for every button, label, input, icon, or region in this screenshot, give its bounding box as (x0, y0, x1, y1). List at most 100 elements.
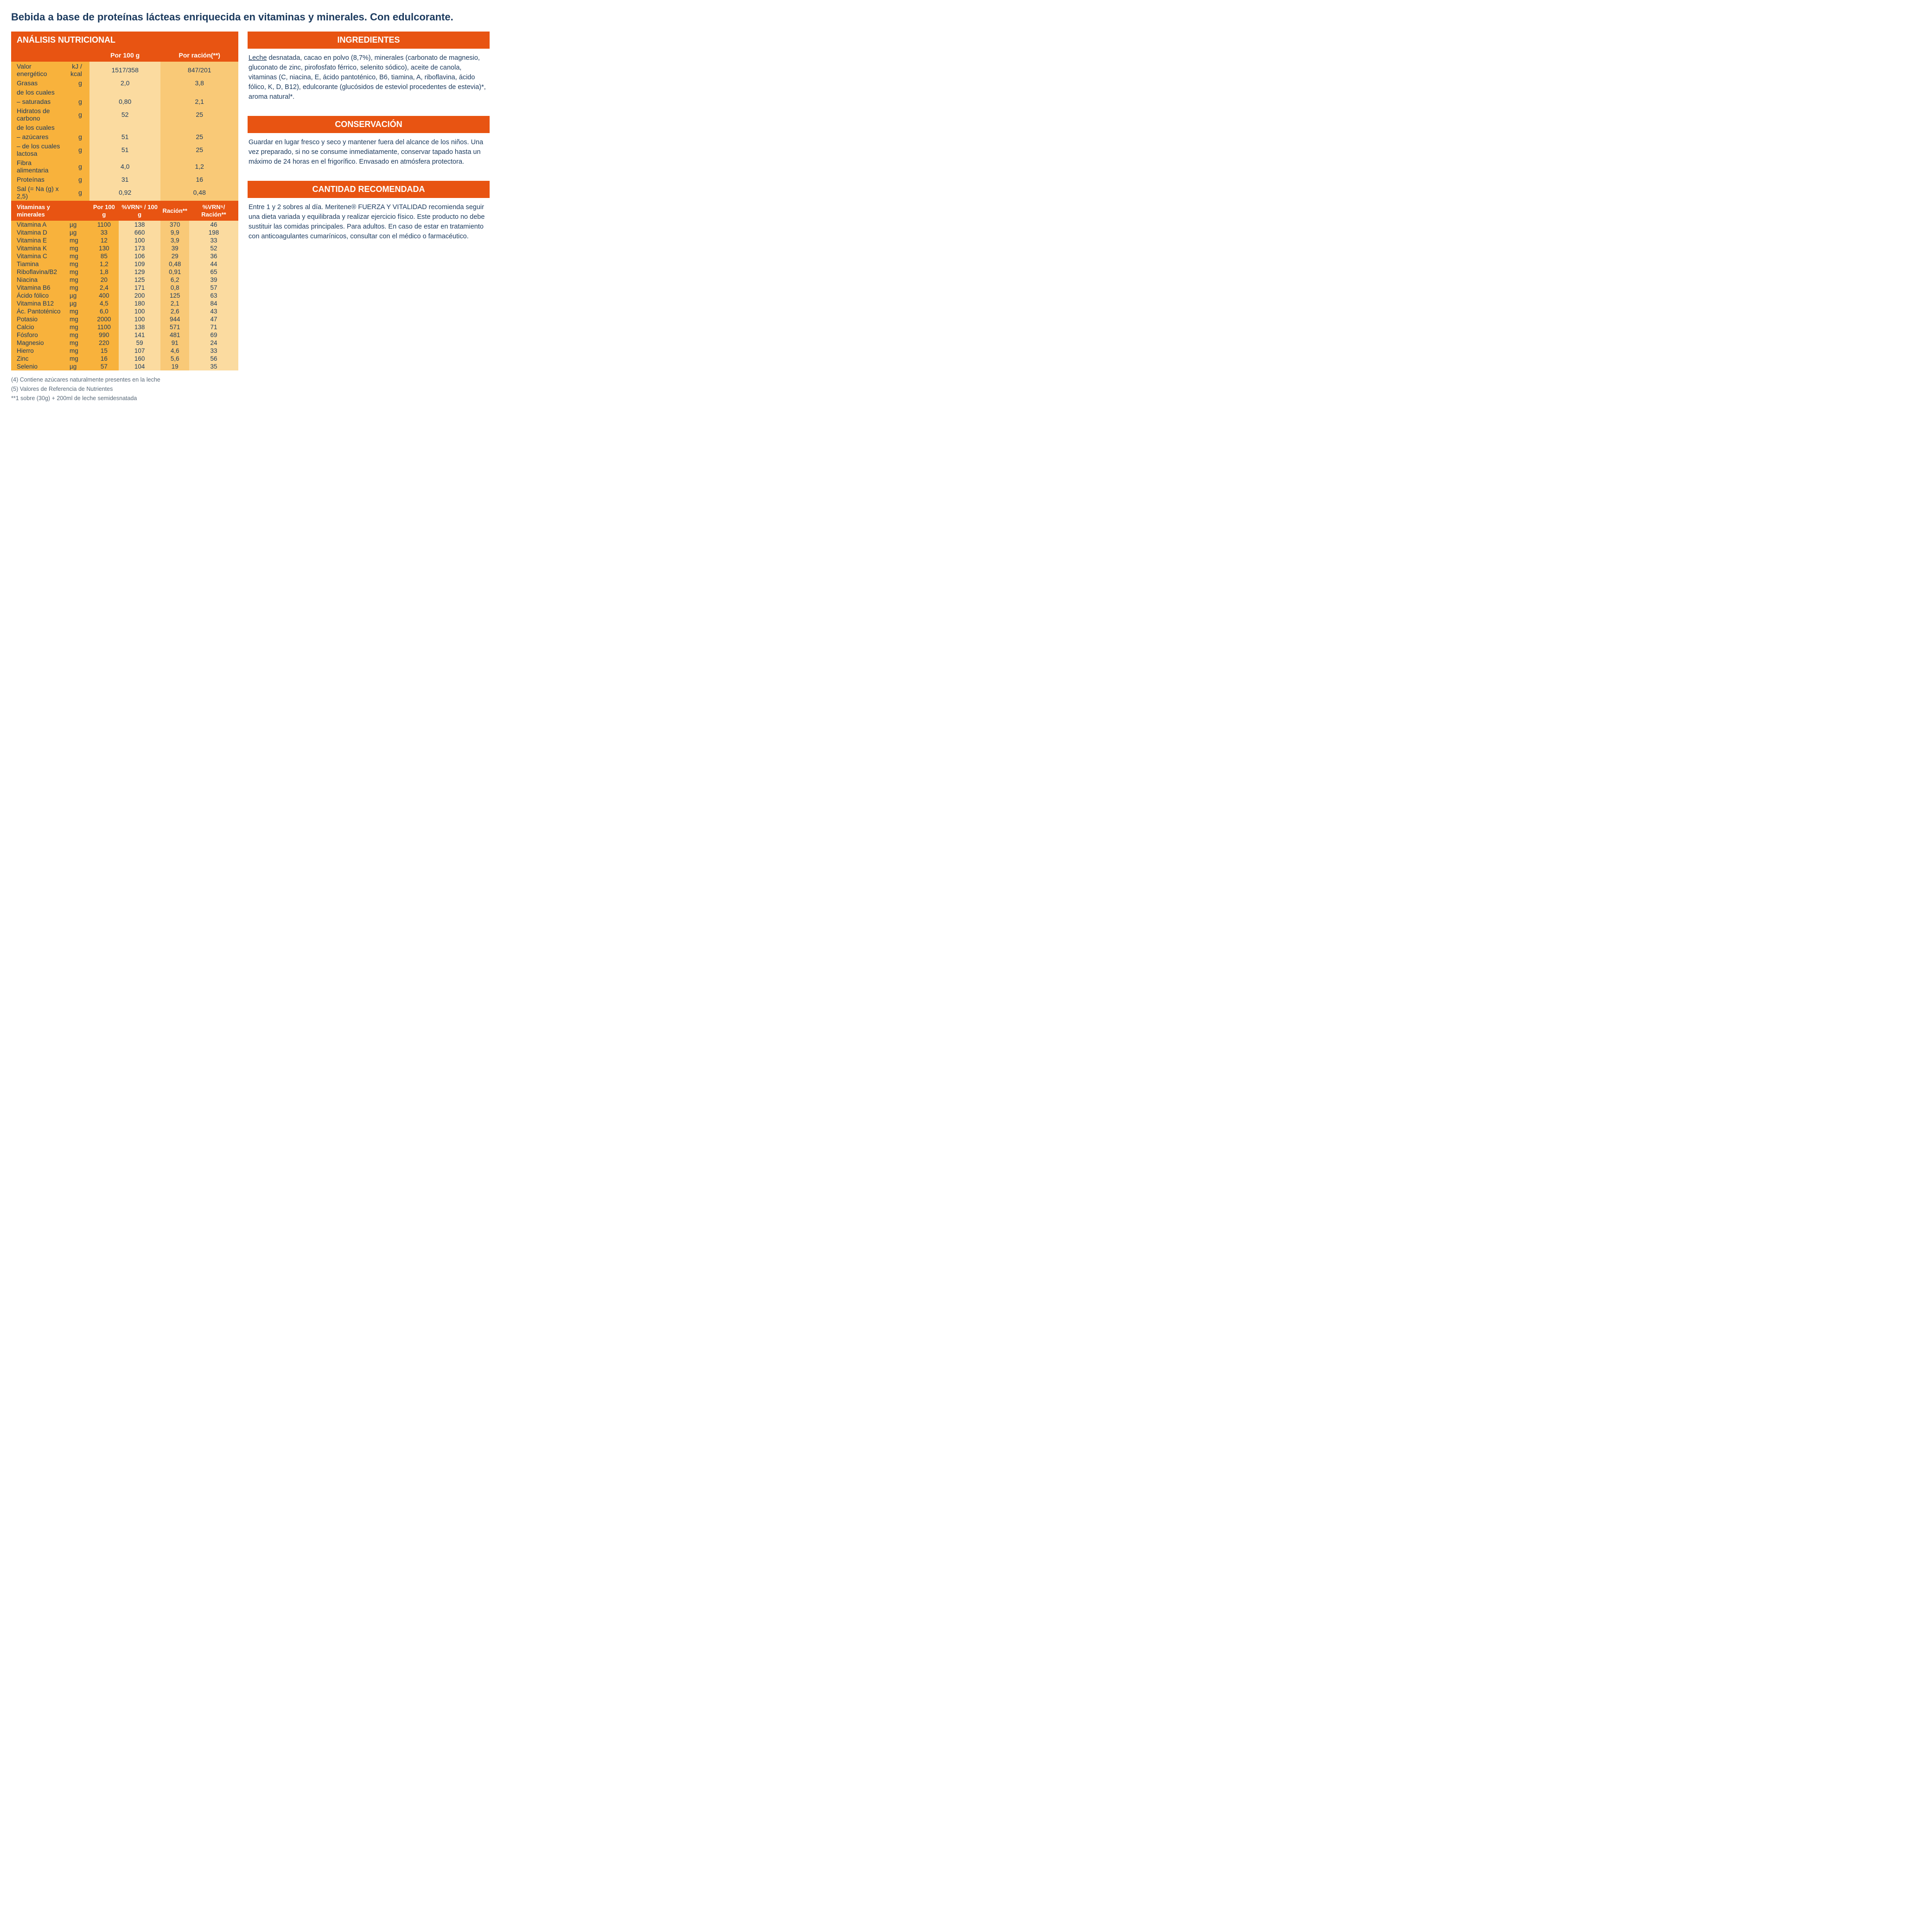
nutri-row: Sal (= Na (g) x 2,5)g0,920,48 (11, 184, 238, 201)
nutri-per100 (89, 123, 161, 132)
vit-unit: mg (67, 260, 89, 268)
vit-c1: 220 (89, 339, 119, 347)
nutri-per-portion: 25 (160, 141, 238, 158)
vitamin-row: Calciomg110013857171 (11, 323, 238, 331)
nutri-unit (67, 88, 89, 97)
vitamin-row: Hierromg151074,633 (11, 347, 238, 355)
vit-c3: 39 (160, 244, 189, 252)
vit-unit: mg (67, 323, 89, 331)
nutri-unit: g (67, 132, 89, 141)
vit-c2: 100 (119, 236, 161, 244)
main-layout: ANÁLISIS NUTRICIONAL Por 100 gPor ración… (11, 32, 490, 403)
nutri-unit: g (67, 184, 89, 201)
vit-c4: 57 (189, 284, 238, 292)
right-column: INGREDIENTES Leche desnatada, cacao en p… (248, 32, 490, 403)
nutri-per-portion: 25 (160, 106, 238, 123)
vitamin-row: Vitamina Aµg110013837046 (11, 221, 238, 229)
vit-c4: 84 (189, 300, 238, 307)
vit-c3: 125 (160, 292, 189, 300)
vit-col-1: Por 100 g (89, 201, 119, 221)
vitamin-row: Vitamina B12µg4,51802,184 (11, 300, 238, 307)
vit-unit: mg (67, 252, 89, 260)
vit-c3: 0,8 (160, 284, 189, 292)
vit-c1: 2000 (89, 315, 119, 323)
vit-col-3: Ración** (160, 201, 189, 221)
vit-c3: 571 (160, 323, 189, 331)
vit-c4: 71 (189, 323, 238, 331)
nutri-name: – saturadas (11, 97, 67, 106)
vit-name: Niacina (11, 276, 67, 284)
recommended-header: CANTIDAD RECOMENDADA (248, 181, 490, 198)
vit-name: Vitamina K (11, 244, 67, 252)
vitamin-row: Vitamina Kmg1301733952 (11, 244, 238, 252)
vit-name: Magnesio (11, 339, 67, 347)
nutri-per100: 1517/358 (89, 62, 161, 78)
vit-c2: 107 (119, 347, 161, 355)
vit-c3: 2,1 (160, 300, 189, 307)
vitamin-row: Riboflavina/B2mg1,81290,9165 (11, 268, 238, 276)
vit-unit: mg (67, 268, 89, 276)
vitamin-row: Ácido fólicoµg40020012563 (11, 292, 238, 300)
nutri-name: Valor energético (11, 62, 67, 78)
left-column: ANÁLISIS NUTRICIONAL Por 100 gPor ración… (11, 32, 238, 403)
nutrition-table: Por 100 gPor ración(**) Valor energético… (11, 49, 238, 370)
vit-c2: 660 (119, 229, 161, 236)
ingredients-text: desnatada, cacao en polvo (8,7%), minera… (249, 54, 486, 101)
vit-name: Fósforo (11, 331, 67, 339)
vit-unit: mg (67, 244, 89, 252)
vit-c3: 29 (160, 252, 189, 260)
nutri-per100 (89, 88, 161, 97)
vit-c2: 125 (119, 276, 161, 284)
vit-c4: 43 (189, 307, 238, 315)
nutri-per100: 51 (89, 132, 161, 141)
vit-unit: mg (67, 315, 89, 323)
vit-c4: 52 (189, 244, 238, 252)
nutri-per-portion (160, 123, 238, 132)
conservation-header: CONSERVACIÓN (248, 116, 490, 133)
nutri-unit: g (67, 106, 89, 123)
vit-c2: 100 (119, 315, 161, 323)
nutri-name: Fibra alimentaria (11, 158, 67, 175)
vit-name: Vitamina D (11, 229, 67, 236)
vit-c3: 6,2 (160, 276, 189, 284)
vit-c4: 36 (189, 252, 238, 260)
ingredients-header: INGREDIENTES (248, 32, 490, 49)
vit-c3: 5,6 (160, 355, 189, 363)
vit-c1: 1100 (89, 323, 119, 331)
nutri-per-portion: 1,2 (160, 158, 238, 175)
vit-unit: mg (67, 284, 89, 292)
vit-c4: 24 (189, 339, 238, 347)
vit-c4: 39 (189, 276, 238, 284)
nutri-per100: 2,0 (89, 78, 161, 88)
vit-c1: 4,5 (89, 300, 119, 307)
nutri-per100: 31 (89, 175, 161, 184)
vit-c3: 91 (160, 339, 189, 347)
ingredients-section: INGREDIENTES Leche desnatada, cacao en p… (248, 32, 490, 102)
conservation-section: CONSERVACIÓN Guardar en lugar fresco y s… (248, 116, 490, 167)
vit-c2: 109 (119, 260, 161, 268)
nutri-body: Valor energéticokJ / kcal1517/358847/201… (11, 62, 238, 201)
footnote: **1 sobre (30g) + 200ml de leche semides… (11, 394, 238, 403)
vit-name: Ácido fólico (11, 292, 67, 300)
vit-c1: 57 (89, 363, 119, 370)
nutri-per-portion: 847/201 (160, 62, 238, 78)
vit-name: Vitamina C (11, 252, 67, 260)
vit-name: Hierro (11, 347, 67, 355)
vitamin-row: Vitamina Cmg851062936 (11, 252, 238, 260)
vit-name: Vitamina E (11, 236, 67, 244)
vit-c2: 141 (119, 331, 161, 339)
footnotes: (4) Contiene azúcares naturalmente prese… (11, 375, 238, 403)
nutri-row: Grasasg2,03,8 (11, 78, 238, 88)
nutri-row: – de los cuales lactosag5125 (11, 141, 238, 158)
ingredients-lead: Leche (249, 54, 267, 62)
vit-c4: 56 (189, 355, 238, 363)
recommended-body: Entre 1 y 2 sobres al día. Meritene® FUE… (248, 198, 490, 242)
analysis-header: ANÁLISIS NUTRICIONAL (11, 32, 238, 49)
col-per100: Por 100 g (89, 49, 161, 62)
vit-c1: 1100 (89, 221, 119, 229)
vit-c1: 990 (89, 331, 119, 339)
vit-c2: 173 (119, 244, 161, 252)
vit-name: Vitamina B12 (11, 300, 67, 307)
vit-c4: 33 (189, 347, 238, 355)
vit-c1: 2,4 (89, 284, 119, 292)
